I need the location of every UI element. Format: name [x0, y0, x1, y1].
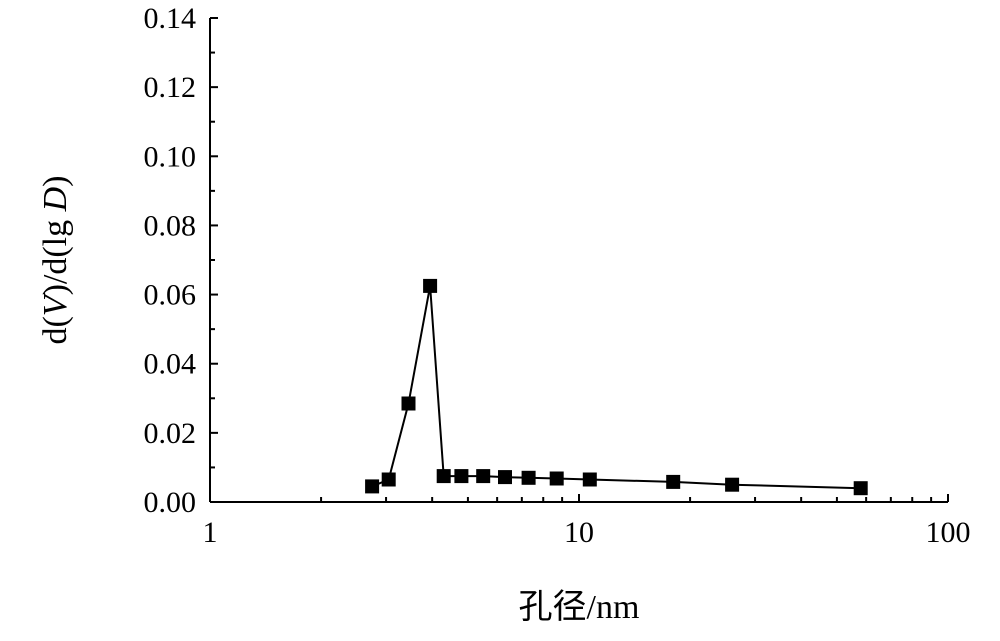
y-axis-title-part-4: D	[37, 186, 74, 212]
x-tick-label: 10	[564, 516, 594, 549]
data-point-marker	[582, 472, 597, 487]
y-tick-label: 0.12	[144, 71, 197, 104]
y-tick-label: 0.10	[144, 140, 197, 173]
x-axis-title: 孔径/nm	[519, 588, 640, 626]
y-ticks: 0.00 0.02 0.04 0.06 0.08 0.10 0.12 0.14	[144, 2, 218, 519]
y-axis-title-part-3: )/d(lg	[37, 211, 74, 295]
series-layer	[365, 278, 868, 496]
y-axis-title-part-1: d(	[37, 316, 74, 344]
series-line	[371, 285, 861, 490]
y-axis-title-part-5: )	[37, 175, 74, 186]
data-point-marker	[476, 469, 491, 484]
data-point-marker	[666, 474, 681, 489]
data-point-marker	[365, 479, 380, 494]
x-ticks: 1 10 100	[203, 494, 971, 549]
data-point-marker	[853, 481, 868, 496]
y-tick-label: 0.02	[144, 417, 197, 450]
x-tick-label: 100	[926, 516, 971, 549]
data-point-marker	[401, 396, 416, 411]
data-point-marker	[521, 470, 536, 485]
axes	[209, 18, 948, 503]
y-tick-label: 0.08	[144, 209, 197, 242]
y-tick-label: 0.00	[144, 486, 197, 519]
data-point-marker	[454, 469, 469, 484]
data-point-marker	[549, 471, 564, 486]
y-tick-label: 0.04	[144, 348, 197, 381]
y-tick-label: 0.14	[144, 2, 197, 35]
data-point-marker	[498, 470, 512, 485]
data-point-marker	[381, 472, 396, 487]
data-point-marker	[423, 278, 438, 293]
x-tick-label: 1	[203, 516, 218, 549]
y-axis-title: d(V)/d(lg D)	[37, 175, 74, 344]
data-point-marker	[436, 469, 451, 484]
y-tick-label: 0.06	[144, 279, 197, 312]
data-point-marker	[725, 477, 740, 492]
